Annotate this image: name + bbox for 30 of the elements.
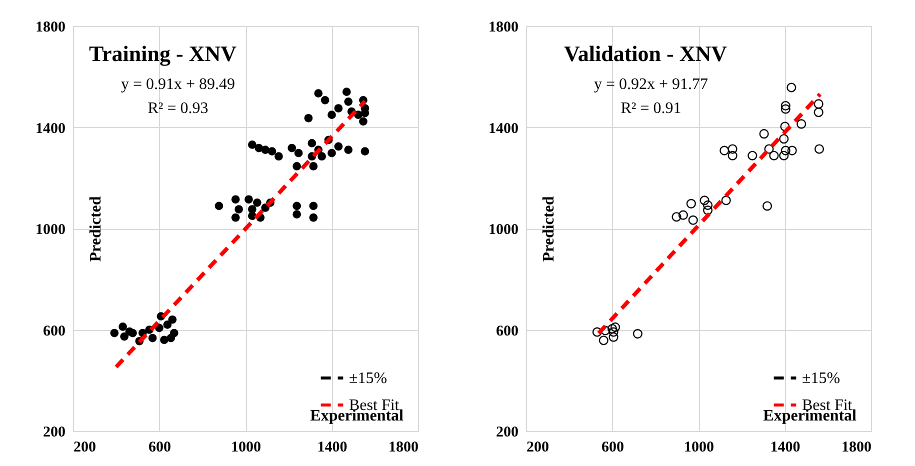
- x-tick-label: 1000: [684, 440, 714, 456]
- y-tick-label: 1000: [36, 222, 66, 238]
- legend-label: ±15%: [802, 370, 840, 387]
- x-tick-label: 1800: [842, 440, 872, 456]
- legend-label: ±15%: [349, 370, 388, 387]
- annotation: R² = 0.93: [148, 100, 208, 117]
- y-tick-label: 200: [496, 424, 518, 440]
- annotation: y = 0.91x + 89.49: [120, 76, 236, 93]
- y-tick-label: 1800: [36, 20, 66, 36]
- y-tick-label: 1400: [488, 120, 518, 137]
- x-tick-label: 600: [148, 440, 171, 456]
- x-tick-label: 200: [74, 440, 96, 456]
- y-tick-label: 200: [43, 424, 66, 440]
- y-tick-label: 1400: [36, 120, 66, 137]
- x-tick-label: 1000: [231, 440, 261, 456]
- x-tick-label: 1400: [317, 440, 348, 456]
- y-axis-title: Predicted: [540, 196, 558, 262]
- x-tick-label: 1400: [770, 440, 800, 456]
- y-tick-label: 1000: [488, 222, 518, 238]
- text: Training - XNV: [89, 41, 237, 66]
- x-tick-label: 1800: [388, 440, 418, 456]
- y-tick-label: 600: [43, 323, 66, 340]
- annotation: y = 0.92x + 91.77: [594, 76, 708, 93]
- x-tick-label: 200: [526, 440, 549, 456]
- y-tick-label: 1800: [488, 20, 518, 36]
- y-axis-title: Predicted: [88, 196, 104, 262]
- text: Validation - XNV: [564, 41, 728, 66]
- y-tick-label: 600: [496, 323, 518, 340]
- annotation: R² = 0.91: [620, 100, 682, 117]
- x-tick-label: 600: [602, 440, 624, 456]
